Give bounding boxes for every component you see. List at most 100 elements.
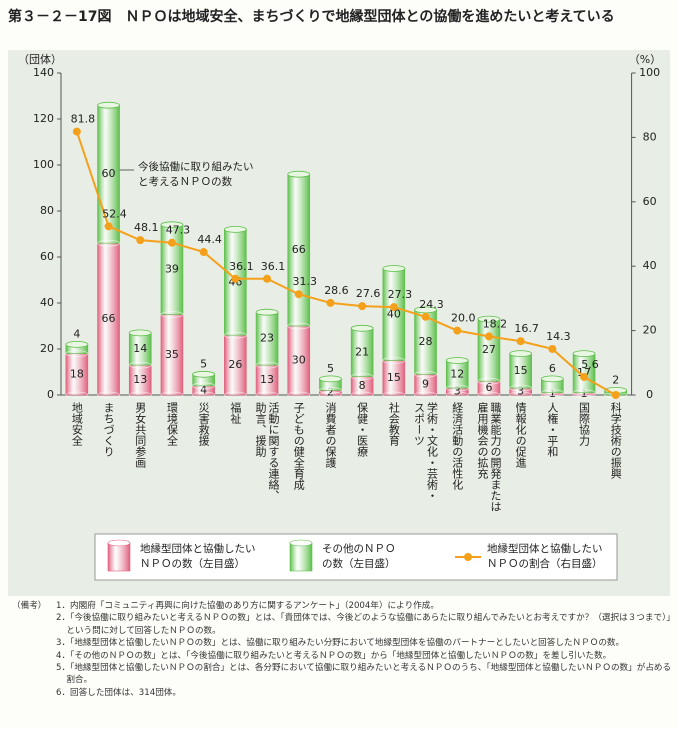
value-label: 15 xyxy=(387,371,401,384)
value-label: 66 xyxy=(102,312,116,325)
bar-bottom-rim xyxy=(509,384,533,392)
line-value-label: 20.0 xyxy=(451,312,476,325)
value-label: 9 xyxy=(422,378,429,391)
value-label: 18 xyxy=(70,367,84,380)
y-tick-label: 100 xyxy=(33,158,54,171)
bar-bottom-rim xyxy=(160,391,184,399)
value-label: 6 xyxy=(549,362,556,375)
line-value-label: 36.1 xyxy=(261,260,286,273)
line-value-label: 27.3 xyxy=(388,288,413,301)
note-item: 2．「今後協働に取り組みたいと考えるＮＰＯの数」とは、「貴団体では、今後どのよう… xyxy=(56,613,671,636)
bar-bottom-rim xyxy=(223,391,247,399)
line-point xyxy=(167,238,176,247)
value-label: 13 xyxy=(260,373,274,386)
line-value-label: 44.4 xyxy=(197,233,222,246)
legend-swatch xyxy=(289,542,313,572)
value-label: 21 xyxy=(355,345,369,358)
line-point xyxy=(453,326,462,335)
bar-bottom-rim xyxy=(287,322,311,330)
bar-bottom-rim xyxy=(223,331,247,339)
bar-bottom-rim xyxy=(445,391,469,399)
x-tick-label: 災害救援 xyxy=(197,402,211,446)
y-tick-label: 40 xyxy=(40,296,54,309)
y-tick-label: 140 xyxy=(33,66,54,79)
value-label: 1 xyxy=(549,387,556,400)
line-point xyxy=(199,248,208,257)
value-label: 40 xyxy=(387,308,401,321)
value-label: 23 xyxy=(260,332,274,345)
line-point xyxy=(72,127,81,136)
legend-box xyxy=(94,533,618,581)
line-value-label: 36.1 xyxy=(229,260,254,273)
bar-bottom-rim xyxy=(350,373,374,381)
title: 第３－２－17図 ＮＰＯは地域安全、まちづくりで地縁型団体との協働を進めたいと考… xyxy=(8,9,615,25)
bar-top xyxy=(509,350,533,358)
y2-tick-label: 60 xyxy=(643,195,657,208)
value-label: 28 xyxy=(419,335,433,348)
x-tick-label: 社会教育 xyxy=(387,402,401,446)
x-tick-label: まちづくり xyxy=(102,402,116,457)
note-item: 6．回答した団体は、314団体。 xyxy=(56,687,181,698)
line-value-label: 16.7 xyxy=(514,322,539,335)
line-point xyxy=(611,391,620,399)
bar-bottom-rim xyxy=(128,361,152,369)
line-point xyxy=(548,344,557,353)
bar-bottom-rim xyxy=(287,391,311,399)
line-point xyxy=(580,372,589,381)
value-label: 2 xyxy=(612,373,619,386)
bar-bottom-rim xyxy=(572,389,596,397)
x-tick-label: 福祉 xyxy=(228,402,242,424)
bar-top xyxy=(128,329,152,337)
bar-top xyxy=(97,101,120,109)
bar-top xyxy=(223,225,247,233)
legend-swatch xyxy=(107,542,131,572)
x-tick-label: 保健・医療 xyxy=(355,402,369,457)
line-point xyxy=(136,236,145,245)
line-point xyxy=(516,337,525,346)
bar-bottom-rim xyxy=(319,391,342,399)
bar-top xyxy=(540,375,564,383)
line-value-label: 18.2 xyxy=(483,317,508,330)
value-label: 13 xyxy=(133,373,147,386)
value-label: 12 xyxy=(450,367,464,380)
line-value-label: 47.3 xyxy=(166,224,191,237)
legend-swatch xyxy=(289,539,313,547)
line-value-label: 48.1 xyxy=(134,221,159,234)
legend-label: 地縁型団体と協働したい ＮＰＯの数（左目盛） xyxy=(140,543,256,570)
x-tick-label: 環境保全 xyxy=(165,402,179,446)
value-label: 60 xyxy=(102,167,116,180)
note-item: 5．「地縁型団体と協働したいＮＰＯの割合」とは、各分野において協働に取り組みたい… xyxy=(56,663,672,686)
y2-axis-label: （%） xyxy=(629,53,661,66)
x-tick-label: 国際協力 xyxy=(577,402,591,446)
line-value-label: 5.6 xyxy=(581,358,599,371)
line-value-label: 81.8 xyxy=(71,113,96,126)
x-tick-label: 消費者の保護 xyxy=(323,402,337,468)
value-label: 2 xyxy=(327,386,334,399)
bar-top xyxy=(445,357,469,364)
y2-tick-label: 100 xyxy=(639,66,660,79)
bar-top xyxy=(192,370,216,378)
x-tick-label: 情報化の促進 xyxy=(514,402,528,468)
bar-bottom-rim xyxy=(382,391,406,399)
legend-label: その他のＮＰＯ の数（左目盛） xyxy=(322,543,396,570)
notes: （備考） 1．内閣府「コミュニティ再興に向けた協働のあり方に関するアンケート」（… xyxy=(12,600,672,699)
line-value-label: 27.6 xyxy=(356,287,381,300)
bar-bottom-rim xyxy=(414,370,437,378)
bar-bottom-rim xyxy=(97,239,120,247)
value-label: 6 xyxy=(485,381,492,394)
y-tick-label: 20 xyxy=(40,342,54,355)
value-label: 15 xyxy=(514,364,528,377)
value-label: 4 xyxy=(200,383,207,396)
x-tick-label: 地域安全 xyxy=(70,402,84,446)
x-tick-label: 科学技術の振興 xyxy=(609,402,623,479)
notes-heading: （備考） xyxy=(12,601,47,611)
line-value-label: 24.3 xyxy=(419,298,444,311)
line-value-label: 31.3 xyxy=(293,275,318,288)
x-tick-label: 子どもの健全育成 xyxy=(292,402,306,490)
line-point xyxy=(326,298,335,307)
legend-swatch xyxy=(107,539,131,547)
bar-bottom-rim xyxy=(65,350,89,358)
value-label: 5 xyxy=(327,362,334,375)
